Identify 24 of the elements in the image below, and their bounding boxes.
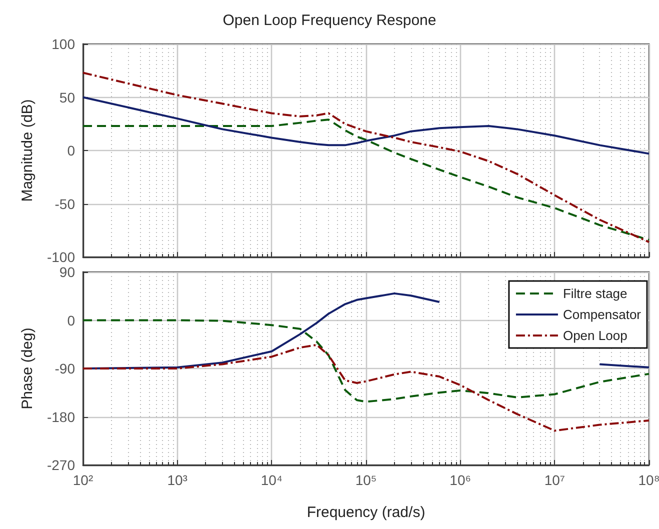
legend-label: Filtre stage (562, 286, 628, 301)
y-tick-label: 100 (52, 36, 76, 52)
y-axis-title: Magnitude (dB) (19, 99, 36, 202)
x-tick-label: 10⁶ (450, 472, 472, 488)
x-tick-label: 10⁸ (638, 472, 659, 488)
x-tick-label: 10³ (167, 472, 188, 488)
legend-label: Compensator (562, 307, 642, 322)
y-axis-title: Phase (deg) (19, 328, 36, 410)
x-axis-title: Frequency (rad/s) (306, 504, 426, 521)
y-tick-label: -90 (54, 360, 76, 376)
legend-label: Open Loop (562, 328, 628, 343)
chart-title: Open Loop Frequency Respone (222, 12, 436, 29)
x-tick-label: 10⁴ (260, 472, 282, 488)
y-tick-label: 90 (59, 264, 76, 280)
y-tick-label: 50 (59, 89, 76, 106)
y-tick-label: -270 (46, 457, 76, 473)
x-tick-label: 10⁷ (544, 472, 565, 488)
x-tick-label: 10⁵ (355, 472, 377, 488)
x-tick-label: 10² (72, 472, 94, 488)
y-tick-label: 0 (67, 142, 76, 158)
y-tick-label: -180 (46, 408, 76, 425)
y-tick-label: -50 (54, 196, 76, 212)
y-tick-label: -100 (46, 249, 76, 265)
y-tick-label: 0 (67, 312, 76, 328)
